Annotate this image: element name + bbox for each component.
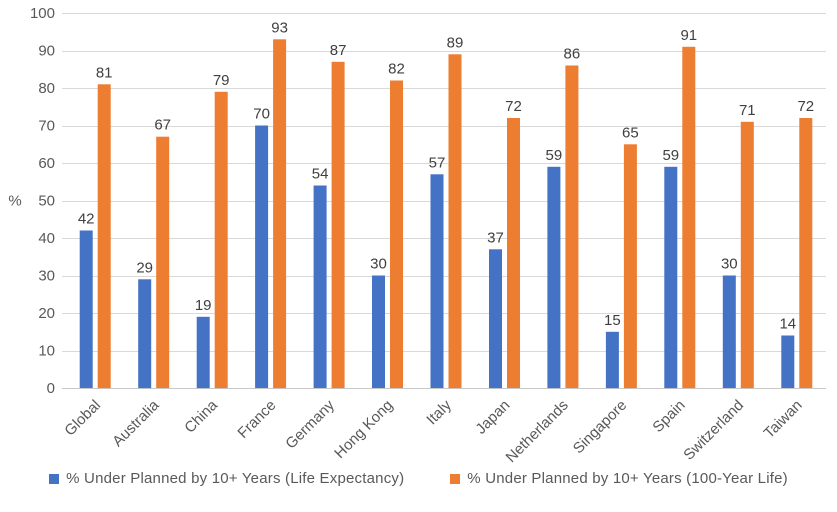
bar-label-france-s0: 70 [253, 106, 270, 123]
bar-label-germany-s1: 87 [330, 42, 347, 59]
bar-hong-kong-s1 [390, 80, 403, 388]
bar-label-italy-s1: 89 [447, 34, 464, 51]
bar-label-taiwan-s1: 72 [797, 98, 814, 115]
bar-japan-s0 [489, 249, 502, 389]
legend-item-life-expectancy: % Under Planned by 10+ Years (Life Expec… [49, 470, 404, 487]
bar-label-france-s1: 93 [271, 19, 288, 36]
bar-france-s1 [273, 39, 287, 389]
bar-label-netherlands-s1: 86 [564, 46, 581, 63]
bar-taiwan-s0 [781, 335, 795, 388]
bar-germany-s1 [331, 61, 345, 389]
bar-label-singapore-s1: 65 [622, 124, 639, 141]
legend-label-100-year-life: % Under Planned by 10+ Years (100-Year L… [467, 470, 788, 487]
legend-swatch-blue-icon [49, 473, 60, 484]
bar-label-switzerland-s0: 30 [721, 256, 738, 273]
bar-label-italy-s0: 57 [429, 154, 446, 171]
y-tick-label-70: 70 [38, 118, 55, 135]
x-category-label-france: France [234, 397, 279, 442]
y-tick-label-80: 80 [38, 80, 55, 97]
y-tick-label-40: 40 [38, 230, 55, 247]
bar-italy-s1 [448, 54, 462, 389]
y-tick-label-60: 60 [38, 155, 55, 172]
y-tick-label-100: 100 [30, 5, 55, 22]
x-category-label-italy: Italy [423, 396, 455, 428]
chart-legend: % Under Planned by 10+ Years (Life Expec… [0, 466, 837, 487]
bar-label-china-s1: 79 [213, 72, 230, 89]
x-category-label-global: Global [61, 397, 104, 440]
x-category-label-germany: Germany [282, 396, 338, 452]
bar-switzerland-s1 [740, 121, 754, 389]
x-category-label-japan: Japan [472, 397, 513, 438]
bar-france-s0 [255, 125, 269, 388]
x-category-label-netherlands: Netherlands [503, 397, 572, 466]
y-tick-label-20: 20 [38, 305, 55, 322]
bar-australia-s1 [156, 136, 170, 388]
y-tick-label-30: 30 [38, 268, 55, 285]
legend-item-100-year-life: % Under Planned by 10+ Years (100-Year L… [450, 470, 788, 487]
bar-global-s1 [97, 84, 111, 389]
x-category-label-taiwan: Taiwan [761, 397, 806, 442]
bar-label-china-s0: 19 [195, 297, 212, 314]
bar-label-hong-kong-s1: 82 [388, 61, 405, 78]
bar-netherlands-s1 [565, 65, 579, 388]
bar-china-s0 [196, 316, 210, 389]
bar-label-japan-s1: 72 [505, 98, 522, 115]
bar-australia-s0 [138, 279, 152, 389]
bar-label-netherlands-s0: 59 [546, 147, 563, 164]
legend-swatch-orange-icon [450, 473, 461, 484]
x-category-label-hong-kong: Hong Kong [331, 397, 396, 462]
bar-italy-s0 [430, 174, 444, 388]
y-tick-label-10: 10 [38, 343, 55, 360]
bar-label-taiwan-s0: 14 [779, 316, 796, 333]
bar-label-hong-kong-s0: 30 [370, 256, 387, 273]
x-category-label-singapore: Singapore [570, 397, 630, 457]
y-tick-label-0: 0 [47, 380, 55, 397]
y-tick-label-90: 90 [38, 43, 55, 60]
bar-singapore-s1 [623, 144, 637, 389]
bar-label-spain-s1: 91 [680, 27, 697, 44]
bar-label-global-s1: 81 [96, 64, 113, 81]
bar-label-australia-s0: 29 [136, 259, 153, 276]
bar-hong-kong-s0 [372, 275, 385, 388]
bar-label-singapore-s0: 15 [604, 312, 621, 329]
bar-switzerland-s0 [722, 275, 736, 388]
bar-spain-s0 [664, 166, 678, 389]
bar-label-spain-s0: 59 [662, 147, 679, 164]
bar-singapore-s0 [605, 331, 619, 389]
bar-label-australia-s1: 67 [154, 117, 171, 134]
bar-label-germany-s0: 54 [312, 166, 329, 183]
bar-global-s0 [79, 230, 93, 388]
legend-label-life-expectancy: % Under Planned by 10+ Years (Life Expec… [66, 470, 405, 487]
bar-taiwan-s1 [799, 118, 813, 388]
y-tick-label-50: 50 [38, 193, 55, 210]
y-axis-title: % [8, 193, 21, 210]
bar-germany-s0 [313, 185, 327, 388]
bar-netherlands-s0 [547, 166, 561, 389]
x-category-label-spain: Spain [649, 397, 688, 436]
bar-japan-s1 [507, 118, 520, 388]
bar-china-s1 [214, 91, 228, 389]
x-category-label-china: China [181, 396, 221, 436]
bar-label-global-s0: 42 [78, 211, 95, 228]
bar-spain-s1 [682, 46, 696, 389]
chart-plot-area: 0 10 20 30 40 50 60 70 80 90 100% 42 81 Global 29 67 Aus… [8, 5, 826, 466]
bar-label-japan-s0: 37 [487, 229, 504, 246]
bar-label-switzerland-s1: 71 [739, 102, 756, 119]
x-category-label-australia: Australia [109, 396, 163, 450]
x-category-label-switzerland: Switzerland [680, 397, 747, 464]
